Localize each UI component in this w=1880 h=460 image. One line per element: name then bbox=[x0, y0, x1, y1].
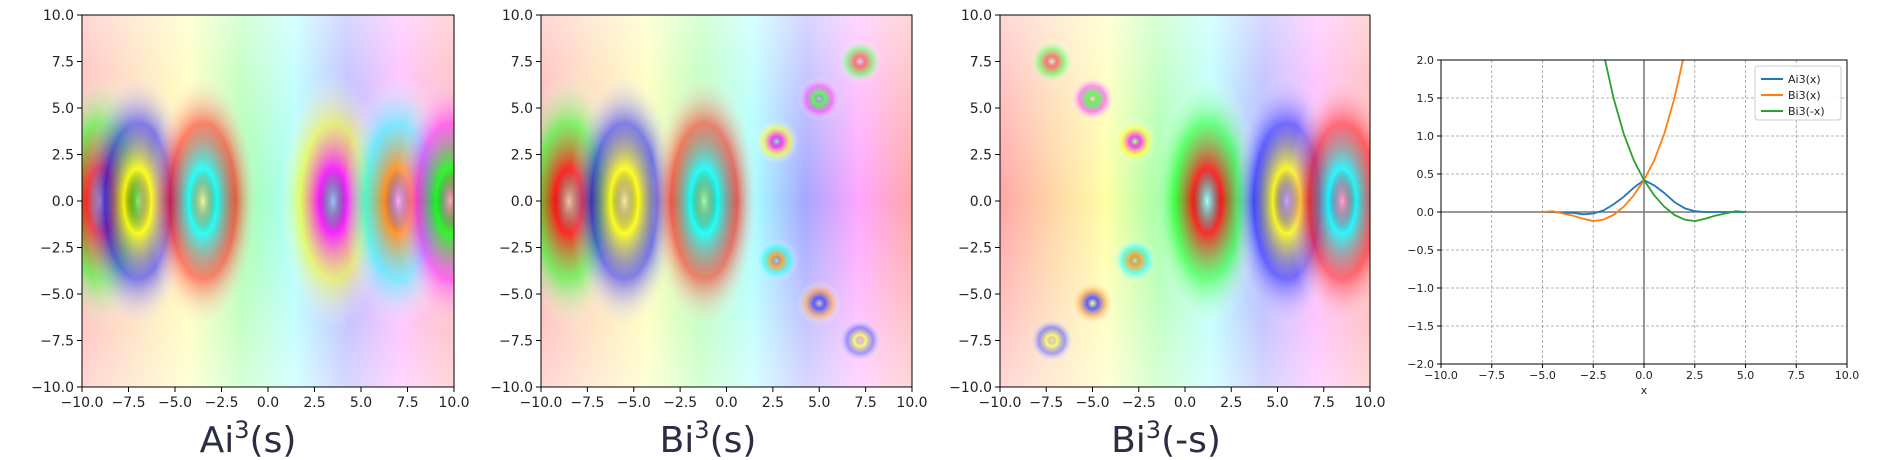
y-tick-label: −2.5 bbox=[40, 241, 74, 257]
legend-entry: Bi3(x) bbox=[1788, 89, 1821, 102]
x-tick-label: −7.5 bbox=[1478, 369, 1505, 382]
legend: Ai3(x) Bi3(x) Bi3(-x) bbox=[1754, 65, 1842, 121]
x-tick-label: 7.5 bbox=[1313, 395, 1335, 411]
y-tick-label: 0.0 bbox=[970, 194, 992, 210]
x-tick-label: −5.0 bbox=[617, 395, 651, 411]
x-tick-label: 2.5 bbox=[762, 395, 784, 411]
x-tick-label: −5.0 bbox=[1076, 395, 1110, 411]
y-tick-label: 5.0 bbox=[52, 101, 74, 117]
y-tick-label: 0.0 bbox=[511, 194, 533, 210]
y-tick-label: 5.0 bbox=[511, 101, 533, 117]
x-tick-label: 0.0 bbox=[1174, 395, 1196, 411]
x-tick-label: −5.0 bbox=[158, 395, 192, 411]
series-line-2 bbox=[1604, 60, 1746, 222]
x-tick-label: 5.0 bbox=[1737, 369, 1755, 382]
x-tick-label: 2.5 bbox=[1220, 395, 1242, 411]
caption-ai3: Ai3(s) bbox=[200, 416, 297, 460]
y-tick-label: 2.5 bbox=[52, 148, 74, 164]
x-tick-label: −2.5 bbox=[663, 395, 697, 411]
x-tick-label: −7.5 bbox=[112, 395, 146, 411]
y-tick-label: −2.5 bbox=[958, 241, 992, 257]
plot-frame bbox=[1440, 59, 1848, 365]
x-tick-label: 0.0 bbox=[715, 395, 737, 411]
x-axis-label: x bbox=[1641, 384, 1648, 397]
x-tick-label: 7.5 bbox=[854, 395, 876, 411]
y-tick-label: −2.5 bbox=[499, 241, 533, 257]
x-tick-label: −7.5 bbox=[1029, 395, 1063, 411]
y-tick-label: −10.0 bbox=[490, 380, 533, 396]
y-tick-label: 1.0 bbox=[1417, 130, 1435, 143]
y-tick-label: 10.0 bbox=[961, 8, 992, 24]
y-tick-label: −1.0 bbox=[1407, 282, 1434, 295]
x-tick-label: −10.0 bbox=[1424, 369, 1458, 382]
series-line-1 bbox=[1542, 60, 1684, 222]
legend-entry: Ai3(x) bbox=[1788, 73, 1821, 86]
ai3-domain-plot: −10.0 −7.5 −5.0 −2.5 0.0 2.5 5.0 7.5 10.0 10.0 7.5… bbox=[31, 8, 469, 411]
real-line-plot: −10.0 −7.5 −5.0 −2.5 0.0 2.5 5.0 7.5 10.0 2.0 1.5 1… bbox=[1407, 54, 1860, 397]
x-tick-label: 10.0 bbox=[1354, 395, 1385, 411]
y-tick-label: 7.5 bbox=[511, 55, 533, 71]
y-tick-label: 10.0 bbox=[43, 8, 74, 24]
x-tick-label: 7.5 bbox=[1788, 369, 1806, 382]
x-tick-label: 2.5 bbox=[303, 395, 325, 411]
caption-bi3-neg: Bi3(-s) bbox=[1111, 416, 1221, 460]
y-tick-label: 5.0 bbox=[970, 101, 992, 117]
x-tick-label: −7.5 bbox=[570, 395, 604, 411]
y-tick-label: 0.0 bbox=[1417, 206, 1435, 219]
y-tick-label: 7.5 bbox=[970, 55, 992, 71]
bi3-neg-domain-plot: −10.0 −7.5 −5.0 −2.5 0.0 2.5 5.0 7.5 10.0 10.0 7.5… bbox=[949, 8, 1385, 411]
y-tick-label: 2.5 bbox=[511, 148, 533, 164]
y-tick-label: 2.0 bbox=[1417, 54, 1435, 67]
y-tick-label: 0.0 bbox=[52, 194, 74, 210]
y-tick-label: −7.5 bbox=[499, 334, 533, 350]
legend-entry: Bi3(-x) bbox=[1788, 105, 1825, 118]
caption-bi3: Bi3(s) bbox=[660, 416, 757, 460]
y-tick-label: −10.0 bbox=[949, 380, 992, 396]
y-tick-label: 2.5 bbox=[970, 148, 992, 164]
y-tick-label: −7.5 bbox=[40, 334, 74, 350]
x-tick-label: −2.5 bbox=[205, 395, 239, 411]
y-tick-label: 1.5 bbox=[1417, 92, 1435, 105]
y-tick-label: 10.0 bbox=[502, 8, 533, 24]
x-tick-label: −10.0 bbox=[979, 395, 1022, 411]
x-tick-label: 5.0 bbox=[350, 395, 372, 411]
x-tick-label: 5.0 bbox=[808, 395, 830, 411]
x-tick-label: 7.5 bbox=[396, 395, 418, 411]
x-tick-label: 0.0 bbox=[257, 395, 279, 411]
y-tick-label: −5.0 bbox=[499, 287, 533, 303]
x-tick-label: −10.0 bbox=[520, 395, 563, 411]
y-tick-label: −10.0 bbox=[31, 380, 74, 396]
x-tick-label: 10.0 bbox=[1835, 369, 1860, 382]
x-tick-label: 5.0 bbox=[1266, 395, 1288, 411]
bi3-domain-plot: −10.0 −7.5 −5.0 −2.5 0.0 2.5 5.0 7.5 10.0 10.0 7.5… bbox=[490, 8, 927, 411]
y-tick-label: −0.5 bbox=[1407, 244, 1434, 257]
x-tick-label: −2.5 bbox=[1122, 395, 1156, 411]
x-tick-label: −10.0 bbox=[61, 395, 104, 411]
y-tick-label: −5.0 bbox=[40, 287, 74, 303]
x-tick-label: 0.0 bbox=[1635, 369, 1653, 382]
y-tick-label: −1.5 bbox=[1407, 320, 1434, 333]
x-tick-label: −5.0 bbox=[1529, 369, 1556, 382]
x-tick-label: −2.5 bbox=[1580, 369, 1607, 382]
y-tick-label: 7.5 bbox=[52, 55, 74, 71]
y-tick-label: 0.5 bbox=[1417, 168, 1435, 181]
x-tick-label: 10.0 bbox=[438, 395, 469, 411]
y-tick-label: −7.5 bbox=[958, 334, 992, 350]
x-tick-label: 10.0 bbox=[896, 395, 927, 411]
y-tick-label: −2.0 bbox=[1407, 358, 1434, 371]
x-tick-label: 2.5 bbox=[1686, 369, 1704, 382]
y-tick-label: −5.0 bbox=[958, 287, 992, 303]
